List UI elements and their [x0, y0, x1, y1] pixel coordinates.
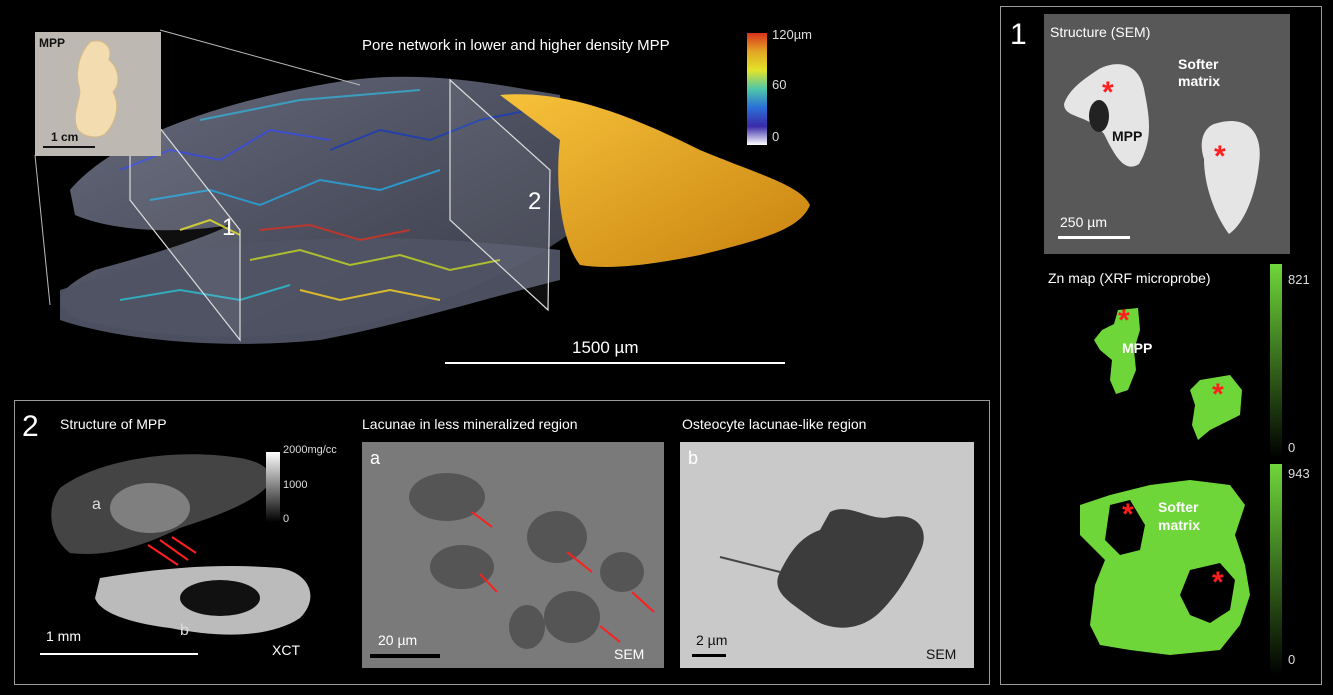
- plane-1-label: 1: [222, 214, 236, 241]
- xct-colorbar: [266, 452, 280, 522]
- lacunae-sem-label: SEM: [614, 646, 645, 662]
- colorbar-max: 120µm: [772, 27, 813, 42]
- zn-colorbar-2: [1270, 464, 1282, 676]
- osteocyte-letter: b: [688, 448, 699, 468]
- sem-star-1: *: [1102, 76, 1114, 109]
- osteocyte-sem-label: SEM: [926, 646, 957, 662]
- zn-cb1-max: 821: [1288, 272, 1310, 287]
- lacunae-title: Lacunae in less mineralized region: [362, 416, 578, 432]
- pore-network-figure: MPP 1 cm Pore network in lower and highe…: [0, 0, 990, 390]
- zn-map-title: Zn map (XRF microprobe): [1048, 270, 1211, 286]
- xct-scalebar: [40, 653, 198, 655]
- plane-2-label: 2: [528, 188, 542, 215]
- lacunae-sem-image: a 20 µm SEM: [362, 442, 664, 668]
- lacunae-scalebar: [370, 654, 440, 658]
- inset-scale-label: 1 cm: [51, 130, 79, 144]
- zn-star-4: *: [1212, 566, 1224, 599]
- lacunae-letter: a: [370, 448, 381, 468]
- xct-cb-min: 0: [283, 513, 290, 525]
- xct-red-arrows: [147, 536, 197, 566]
- sem-structure-title: Structure (SEM): [1050, 24, 1151, 40]
- lacunae-scale-label: 20 µm: [378, 632, 418, 648]
- zn-star-3: *: [1122, 498, 1134, 531]
- xct-image: [51, 454, 311, 635]
- zn-mpp-label: MPP: [1122, 340, 1153, 356]
- pore-size-colorbar: [747, 33, 767, 145]
- specimen-photo: MPP 1 cm: [35, 32, 161, 156]
- panel-2-number: 2: [22, 410, 39, 443]
- xct-title: Structure of MPP: [60, 416, 167, 432]
- sem-scale-label: 250 µm: [1060, 214, 1107, 230]
- sem-softer-matrix-label: Softer matrix: [1178, 56, 1221, 89]
- osteocyte-title: Osteocyte lacunae-like region: [682, 416, 867, 432]
- xct-modality-label: XCT: [272, 642, 300, 658]
- xct-cb-mid: 1000: [283, 479, 308, 491]
- colorbar-min: 0: [772, 129, 780, 144]
- zn-cb2-max: 943: [1288, 466, 1310, 481]
- xct-label-b: b: [180, 622, 189, 639]
- xct-cb-max: 2000mg/cc: [283, 444, 337, 456]
- sem-star-2: *: [1214, 140, 1226, 173]
- zn-star-1: *: [1118, 304, 1130, 337]
- zn-cb1-min: 0: [1288, 440, 1296, 455]
- main-scalebar: [445, 362, 785, 364]
- zn-map-upper: [1094, 308, 1242, 440]
- zn-star-2: *: [1212, 378, 1224, 411]
- main-scale-label: 1500 µm: [572, 338, 639, 357]
- xct-scale-label: 1 mm: [46, 628, 81, 644]
- zn-cb2-min: 0: [1288, 652, 1296, 667]
- osteocyte-scale-label: 2 µm: [696, 632, 728, 648]
- xct-label-a: a: [92, 496, 101, 513]
- zn-colorbar-1: [1270, 264, 1282, 458]
- sem-scalebar: [1058, 236, 1130, 239]
- panel-1-number: 1: [1010, 18, 1027, 51]
- zn-map-lower: [1080, 480, 1250, 655]
- panel-2-frame: [14, 400, 990, 685]
- sem-mpp-label: MPP: [1112, 128, 1143, 144]
- inset-label: MPP: [39, 36, 66, 50]
- osteocyte-sem-image: b 2 µm SEM: [680, 442, 974, 668]
- pore-network-title: Pore network in lower and higher density…: [362, 37, 670, 54]
- panel-1-frame: [1000, 6, 1322, 685]
- zn-softer-matrix-label: Softer matrix: [1158, 499, 1201, 533]
- inset-scalebar: [43, 146, 95, 148]
- osteocyte-scalebar: [692, 654, 726, 657]
- structure-sem-image: Structure (SEM) Softer matrix MPP * * 25…: [1044, 14, 1290, 254]
- colorbar-mid: 60: [772, 77, 787, 92]
